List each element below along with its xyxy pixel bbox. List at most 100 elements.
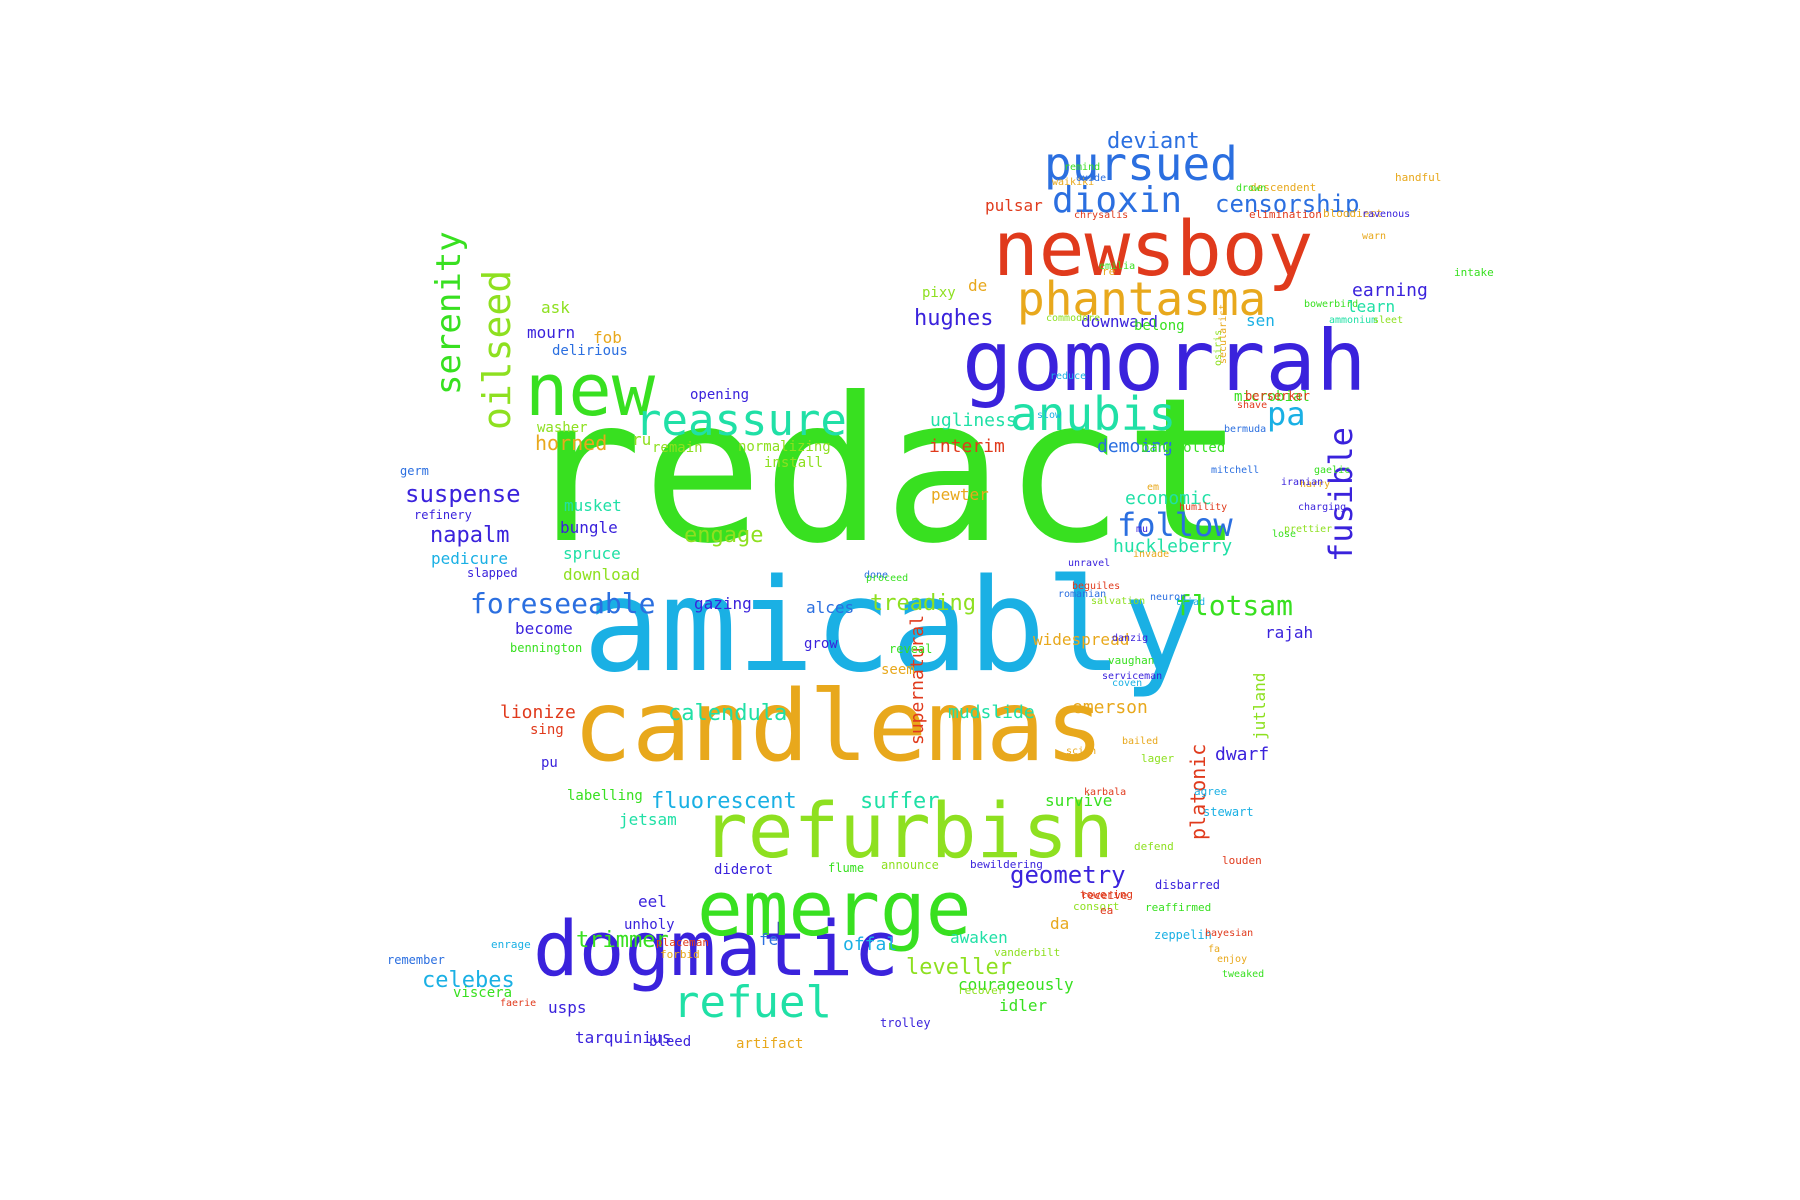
- word-neuron: neuron: [1150, 592, 1186, 603]
- word-reduce: reduce: [1050, 371, 1086, 382]
- word-oxide: oxide: [1076, 173, 1106, 184]
- word-chrysalis: chrysalis: [1074, 210, 1128, 221]
- word-mitchell: mitchell: [1211, 465, 1259, 476]
- word-courageously: courageously: [958, 975, 1074, 994]
- word-napalm: napalm: [430, 523, 509, 548]
- word-spruce: spruce: [563, 544, 621, 563]
- word-harry: harry: [1300, 479, 1330, 490]
- word-newsboy: newsboy: [993, 204, 1313, 293]
- word-tarquinius: tarquinius: [575, 1028, 671, 1047]
- word-amicably: amicably: [583, 552, 1200, 701]
- word-idler: idler: [999, 996, 1048, 1015]
- word-viscera: viscera: [453, 985, 512, 1001]
- word-remain: remain: [652, 440, 703, 456]
- word-redact: redact: [522, 355, 1244, 588]
- word-disbarred: disbarred: [1155, 878, 1220, 892]
- word-fob: fob: [593, 328, 622, 347]
- word-lager: lager: [1141, 752, 1174, 765]
- word-musket: musket: [564, 496, 622, 515]
- word-learn: learn: [1347, 297, 1395, 316]
- word-jetsam: jetsam: [619, 810, 677, 829]
- word-elimination: elimination: [1249, 208, 1322, 221]
- word-fluorescent: fluorescent: [651, 789, 797, 814]
- word-receive: receive: [1081, 889, 1127, 902]
- word-defend: defend: [1134, 840, 1174, 853]
- word-mourn: mourn: [527, 323, 575, 342]
- word-recover: recover: [958, 984, 1005, 997]
- word-belong: belong: [1134, 318, 1185, 334]
- word-refurbish: refurbish: [702, 786, 1114, 875]
- word-scion: scion: [1066, 746, 1096, 757]
- word-jutland: jutland: [1250, 673, 1269, 740]
- word-ammonium: ammonium: [1329, 315, 1377, 326]
- word-emerson: emerson: [1072, 697, 1148, 718]
- word-fa: fa: [1208, 944, 1220, 955]
- word-pewter: pewter: [931, 485, 989, 504]
- word-serviceman: serviceman: [1102, 671, 1162, 682]
- word-charging: charging: [1298, 502, 1346, 513]
- word-interim: interim: [929, 436, 1005, 457]
- word-usps: usps: [548, 998, 587, 1017]
- word-pa: pa: [1267, 395, 1306, 433]
- word-dwarf: dwarf: [1215, 744, 1269, 765]
- word-washer: washer: [537, 420, 588, 436]
- word-lose: lose: [1272, 529, 1296, 540]
- word-commodore: commodore: [1046, 313, 1100, 324]
- word-secularist: secularist: [1218, 304, 1229, 364]
- word-anubis: anubis: [1010, 387, 1176, 441]
- word-deviant: deviant: [1107, 129, 1200, 154]
- word-towering: towering: [1080, 888, 1133, 901]
- word-follow: follow: [1117, 506, 1233, 544]
- word-economic: economic: [1125, 488, 1212, 509]
- word-bankrolled: bankrolled: [1141, 440, 1225, 456]
- word-dioxin: dioxin: [1052, 180, 1182, 221]
- word-opening: opening: [690, 387, 749, 403]
- word-agree: agree: [1194, 785, 1227, 798]
- word-diderot: diderot: [714, 862, 773, 878]
- word-shave: shave: [1237, 400, 1267, 411]
- word-oilseed: oilseed: [475, 270, 519, 430]
- word-pu: pu: [541, 755, 558, 771]
- word-waikiki: waikiki: [1052, 177, 1094, 188]
- word-bennington: bennington: [510, 641, 582, 655]
- word-seem: seem: [881, 662, 915, 678]
- word-zeppelin: zeppelin: [1154, 928, 1212, 942]
- word-prettier: prettier: [1284, 524, 1332, 535]
- word-tweaked: tweaked: [1222, 969, 1264, 980]
- word-de: de: [968, 276, 987, 295]
- word-karbala: karbala: [1084, 787, 1126, 798]
- word-dogmatic: dogmatic: [533, 904, 899, 993]
- word-vaughan: vaughan: [1108, 654, 1154, 667]
- word-candlemas: candlemas: [573, 670, 1104, 784]
- word-engage: engage: [684, 523, 763, 548]
- word-drown: drown: [1236, 183, 1266, 194]
- word-consort: consort: [1073, 900, 1119, 913]
- word-stewart: stewart: [1203, 805, 1254, 819]
- word-pulsar: pulsar: [985, 196, 1043, 215]
- word-calendula: calendula: [668, 701, 787, 726]
- word-done: done: [864, 570, 888, 581]
- word-trolley: trolley: [880, 1016, 931, 1030]
- word-triad: triad: [1175, 597, 1205, 608]
- word-huckleberry: huckleberry: [1113, 536, 1232, 557]
- word-awaken: awaken: [950, 928, 1008, 947]
- word-gomorrah: gomorrah: [962, 312, 1367, 410]
- word-slow: slow: [1037, 410, 1062, 421]
- word-vanderbilt: vanderbilt: [994, 946, 1060, 959]
- word-microbial: microbial: [1234, 389, 1310, 405]
- word-reaffirmed: reaffirmed: [1145, 901, 1211, 914]
- word-osiris: osiris: [1213, 330, 1224, 366]
- word-beguiles: beguiles: [1072, 581, 1120, 592]
- word-romanian: romanian: [1058, 589, 1106, 600]
- word-labelling: labelling: [567, 788, 643, 804]
- word-reassure: reassure: [635, 395, 847, 446]
- word-slapped: slapped: [467, 566, 518, 580]
- word-proceed: proceed: [866, 573, 908, 584]
- word-earning: earning: [1352, 280, 1428, 301]
- word-sleet: sleet: [1373, 315, 1403, 326]
- word-pedicure: pedicure: [431, 549, 508, 568]
- word-treading: treading: [870, 591, 976, 616]
- word-da: da: [1050, 914, 1069, 933]
- word-bowerbird: bowerbird: [1304, 299, 1358, 310]
- word-gaelic: gaelic: [1314, 465, 1350, 476]
